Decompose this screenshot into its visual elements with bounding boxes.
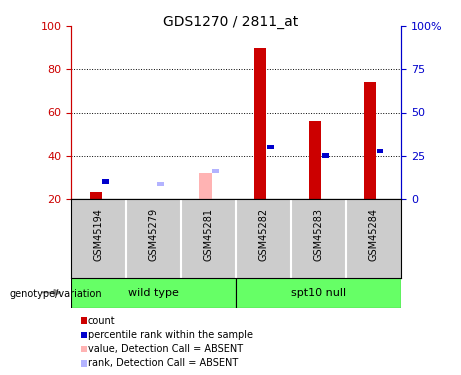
Text: GSM45283: GSM45283 (313, 208, 324, 261)
Text: GSM45281: GSM45281 (204, 208, 214, 261)
Text: genotype/variation: genotype/variation (9, 290, 102, 299)
Bar (309, 121, 321, 199)
Text: GSM45279: GSM45279 (149, 208, 159, 261)
Bar (377, 149, 384, 153)
Text: GSM45282: GSM45282 (259, 208, 269, 261)
Bar (236, 278, 401, 308)
Bar (322, 153, 329, 158)
Bar (157, 182, 164, 186)
Bar (364, 82, 376, 199)
Text: GSM45284: GSM45284 (369, 208, 378, 261)
Bar (71, 278, 236, 308)
Text: count: count (88, 316, 115, 326)
Text: percentile rank within the sample: percentile rank within the sample (88, 330, 253, 340)
Text: spt10 null: spt10 null (291, 288, 346, 297)
Text: rank, Detection Call = ABSENT: rank, Detection Call = ABSENT (88, 358, 238, 368)
Text: value, Detection Call = ABSENT: value, Detection Call = ABSENT (88, 344, 243, 354)
Bar (102, 179, 109, 184)
Text: GSM45194: GSM45194 (94, 208, 104, 261)
Bar (200, 173, 212, 199)
Bar (212, 169, 219, 173)
Text: wild type: wild type (129, 288, 179, 297)
Bar (254, 48, 266, 199)
Bar (267, 145, 274, 149)
Bar (89, 192, 102, 199)
Text: GDS1270 / 2811_at: GDS1270 / 2811_at (163, 15, 298, 29)
